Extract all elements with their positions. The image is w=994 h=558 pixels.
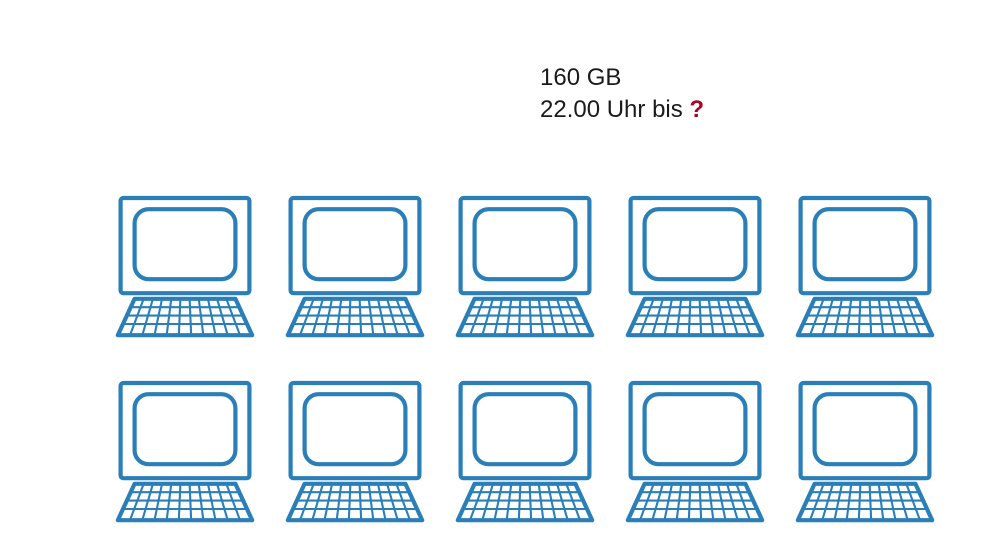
info-text-block: 160 GB 22.00 Uhr bis ? xyxy=(540,62,704,127)
computer-icon xyxy=(795,193,935,343)
computer-7 xyxy=(285,378,425,528)
computer-6 xyxy=(115,378,255,528)
computer-1 xyxy=(115,193,255,343)
computer-icon xyxy=(625,378,765,528)
computer-icon xyxy=(455,378,595,528)
computer-grid xyxy=(100,175,950,545)
computer-9 xyxy=(625,378,765,528)
info-line-2-question-mark: ? xyxy=(689,96,704,123)
computer-icon xyxy=(625,193,765,343)
computer-5 xyxy=(795,193,935,343)
computer-8 xyxy=(455,378,595,528)
computer-10 xyxy=(795,378,935,528)
computer-icon xyxy=(115,378,255,528)
computer-icon xyxy=(285,378,425,528)
computer-3 xyxy=(455,193,595,343)
computer-2 xyxy=(285,193,425,343)
info-line-2: 22.00 Uhr bis ? xyxy=(540,94,704,126)
computer-icon xyxy=(115,193,255,343)
computer-4 xyxy=(625,193,765,343)
computer-icon xyxy=(455,193,595,343)
computer-icon xyxy=(795,378,935,528)
info-line-1: 160 GB xyxy=(540,62,704,94)
info-line-2-prefix: 22.00 Uhr bis xyxy=(540,96,689,123)
computer-icon xyxy=(285,193,425,343)
